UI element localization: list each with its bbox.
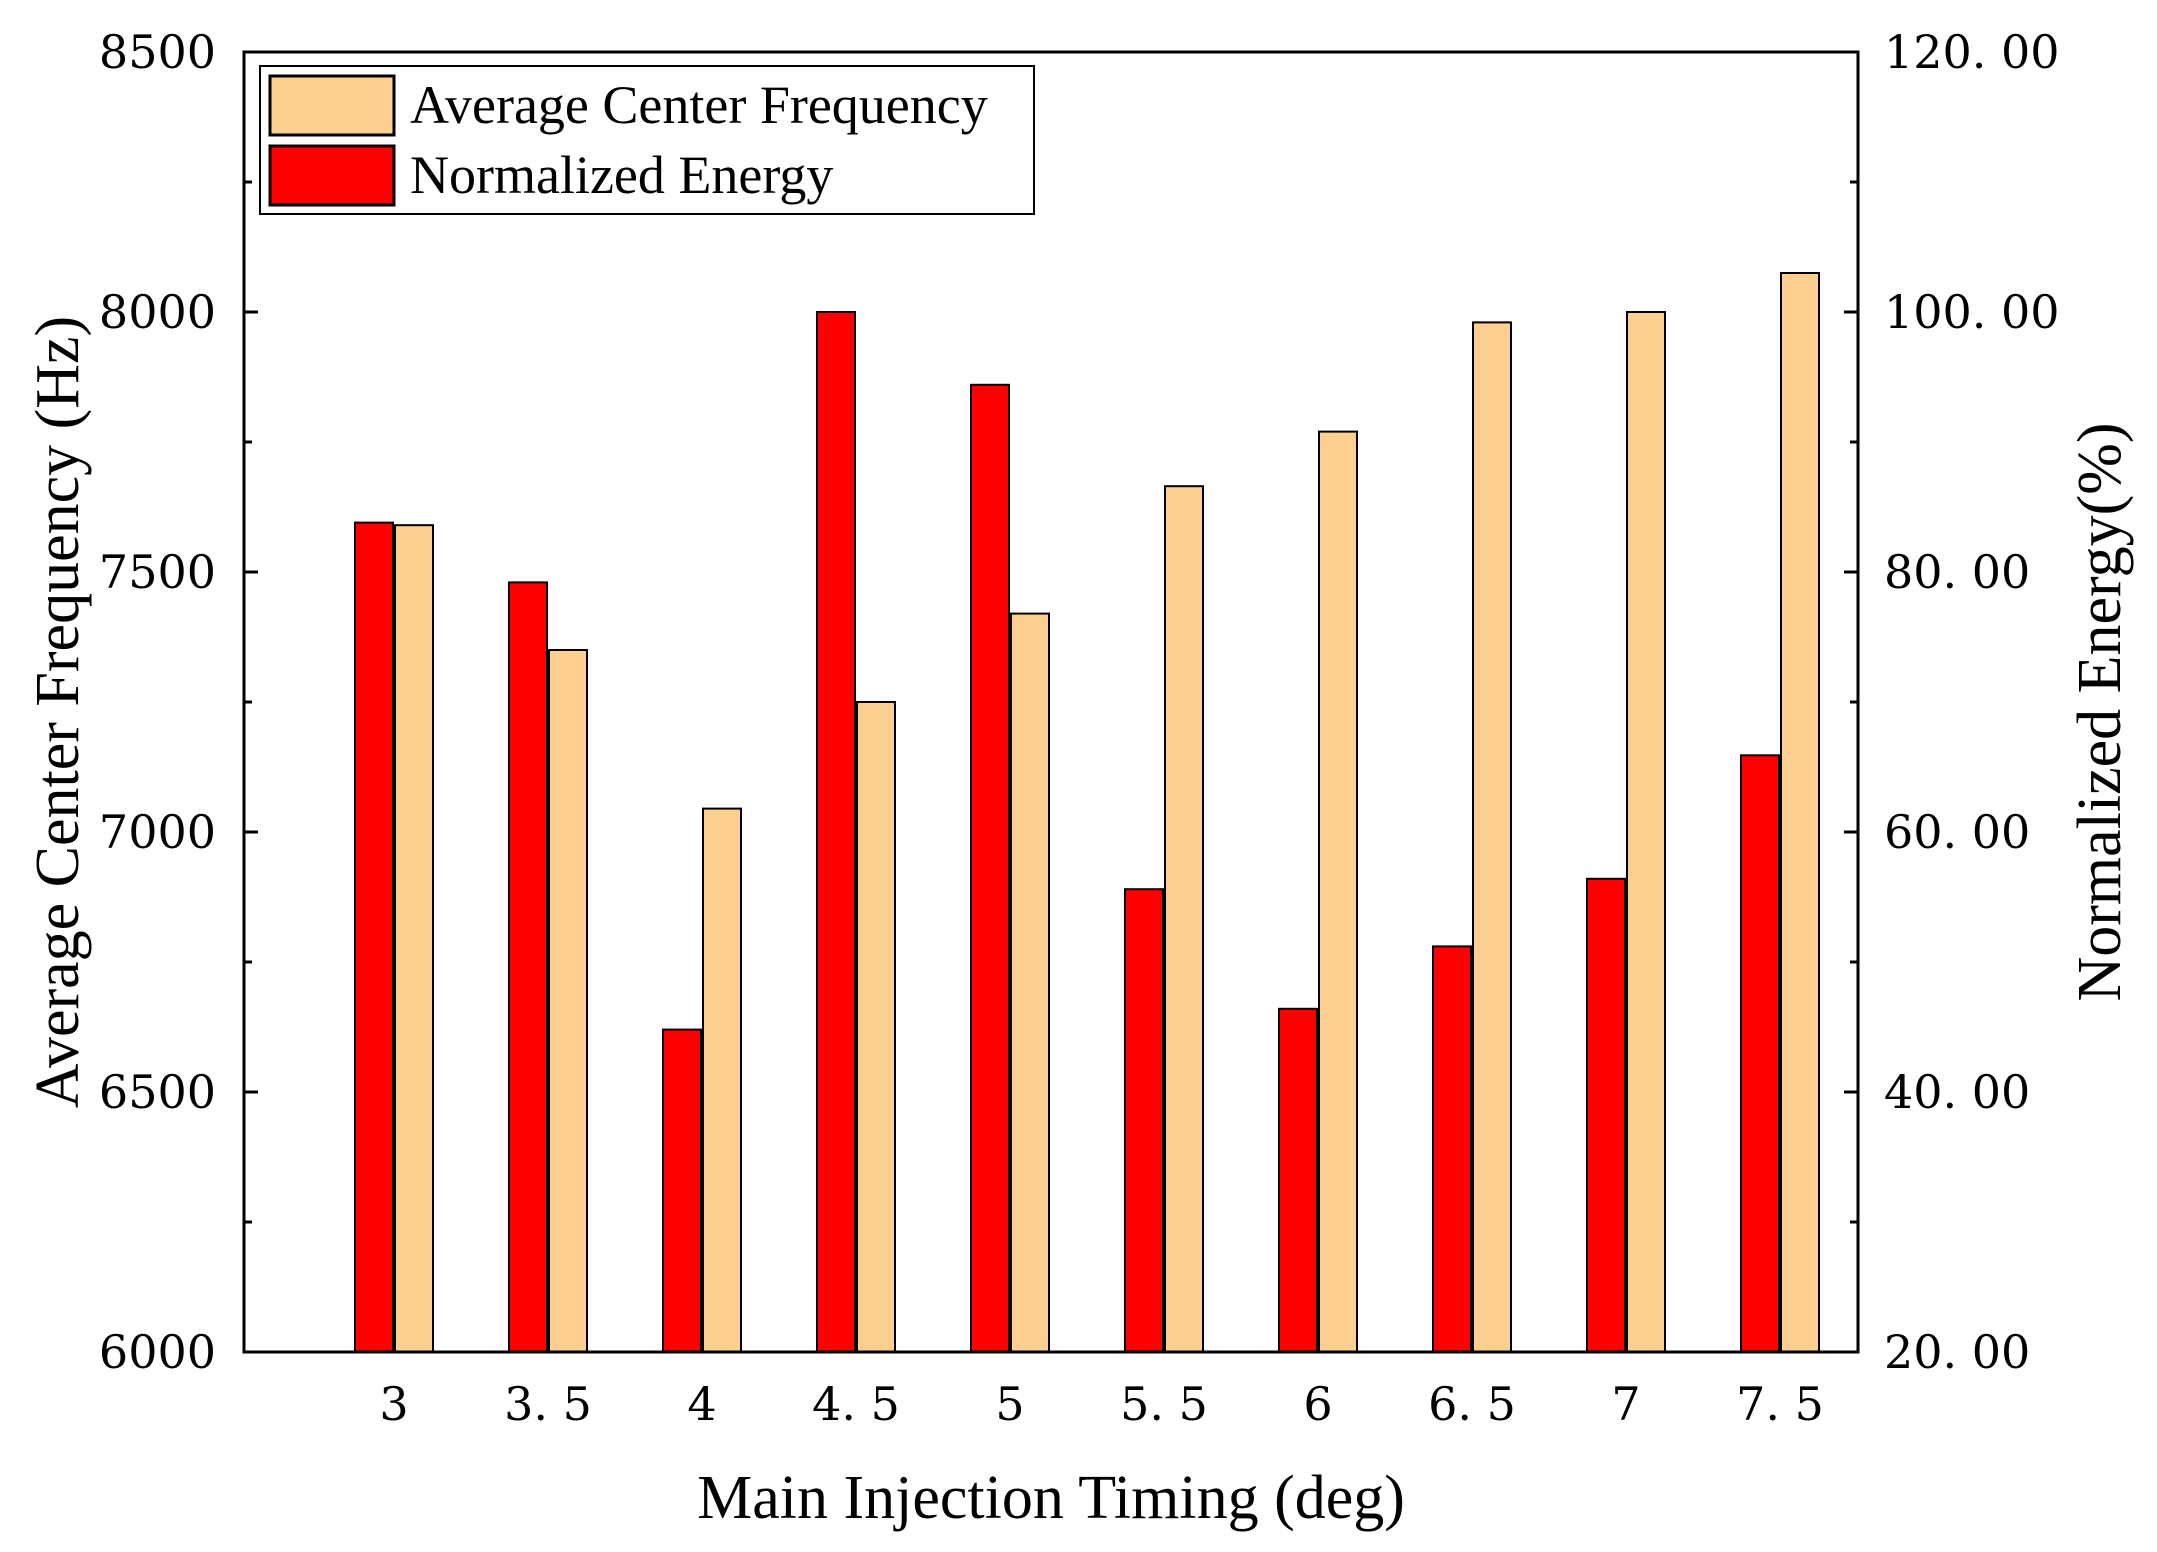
left-axis-title: Average Center Frequency (Hz) [24, 316, 92, 1108]
legend-label-average-center-frequency: Average Center Frequency [410, 75, 988, 135]
bar-normalized-energy-6.5 [1432, 945, 1472, 1354]
left-tick-label: 8000 [99, 285, 216, 339]
x-tick-label: 4 [687, 1377, 716, 1431]
right-tick-label: 20. 00 [1884, 1325, 2030, 1379]
legend-label-normalized-energy: Normalized Energy [410, 145, 833, 205]
x-tick-label: 3 [379, 1377, 408, 1431]
x-tick-label: 5 [995, 1377, 1024, 1431]
bars-layer [354, 272, 1820, 1354]
legend-swatch-average-center-frequency [268, 74, 396, 137]
x-tick-label: 6. 5 [1428, 1377, 1516, 1431]
right-axis-tick-labels: 20. 00 40. 00 60. 00 80. 00 100. 00 120. 00 [1884, 25, 2060, 1379]
bar-average-center-frequency-4.5 [856, 701, 896, 1353]
bar-normalized-energy-4 [662, 1028, 702, 1353]
bar-normalized-energy-7 [1586, 877, 1626, 1353]
bar-normalized-energy-7.5 [1740, 754, 1780, 1353]
bar-average-center-frequency-6.5 [1472, 321, 1512, 1353]
bar-normalized-energy-5 [970, 383, 1010, 1353]
x-tick-label: 4. 5 [812, 1377, 900, 1431]
right-tick-label: 40. 00 [1884, 1065, 2030, 1119]
left-tick-label: 7500 [99, 545, 216, 599]
bar-normalized-energy-4.5 [816, 311, 856, 1353]
x-tick-label: 3. 5 [504, 1377, 592, 1431]
right-tick-label: 60. 00 [1884, 805, 2030, 859]
bar-normalized-energy-5.5 [1124, 888, 1164, 1353]
bar-average-center-frequency-6 [1318, 430, 1358, 1354]
bar-average-center-frequency-4 [702, 807, 742, 1353]
right-tick-label: 100. 00 [1884, 285, 2060, 339]
bar-average-center-frequency-7.5 [1780, 272, 1820, 1353]
right-tick-label: 80. 00 [1884, 545, 2030, 599]
x-tick-label: 7. 5 [1736, 1377, 1824, 1431]
bar-average-center-frequency-7 [1626, 311, 1666, 1353]
legend-swatch-normalized-energy [268, 144, 396, 207]
right-tick-label: 120. 00 [1884, 25, 2060, 79]
ticks-layer [244, 50, 1858, 1354]
x-axis-title: Main Injection Timing (deg) [697, 1464, 1405, 1532]
x-tick-label: 6 [1303, 1377, 1332, 1431]
left-tick-label: 7000 [99, 805, 216, 859]
left-tick-label: 6500 [99, 1065, 216, 1119]
x-tick-label: 5. 5 [1120, 1377, 1208, 1431]
legend: Average Center Frequency Normalized Ener… [259, 65, 1035, 215]
bar-normalized-energy-3 [354, 521, 394, 1353]
bar-average-center-frequency-5.5 [1164, 485, 1204, 1353]
x-axis-tick-labels: 3 3. 5 4 4. 5 5 5. 5 6 6. 5 7 7. 5 [379, 1377, 1824, 1431]
bar-normalized-energy-6 [1278, 1007, 1318, 1353]
left-tick-label: 8500 [99, 25, 216, 79]
left-tick-label: 6000 [99, 1325, 216, 1379]
bar-normalized-energy-3.5 [508, 581, 548, 1353]
x-tick-label: 7 [1611, 1377, 1640, 1431]
right-axis-title: Normalized Energy(%) [2066, 422, 2134, 1001]
bar-average-center-frequency-3.5 [548, 649, 588, 1353]
bar-average-center-frequency-5 [1010, 612, 1050, 1353]
bar-average-center-frequency-3 [394, 524, 434, 1353]
left-axis-tick-labels: 6000 6500 7000 7500 8000 8500 [99, 25, 216, 1379]
